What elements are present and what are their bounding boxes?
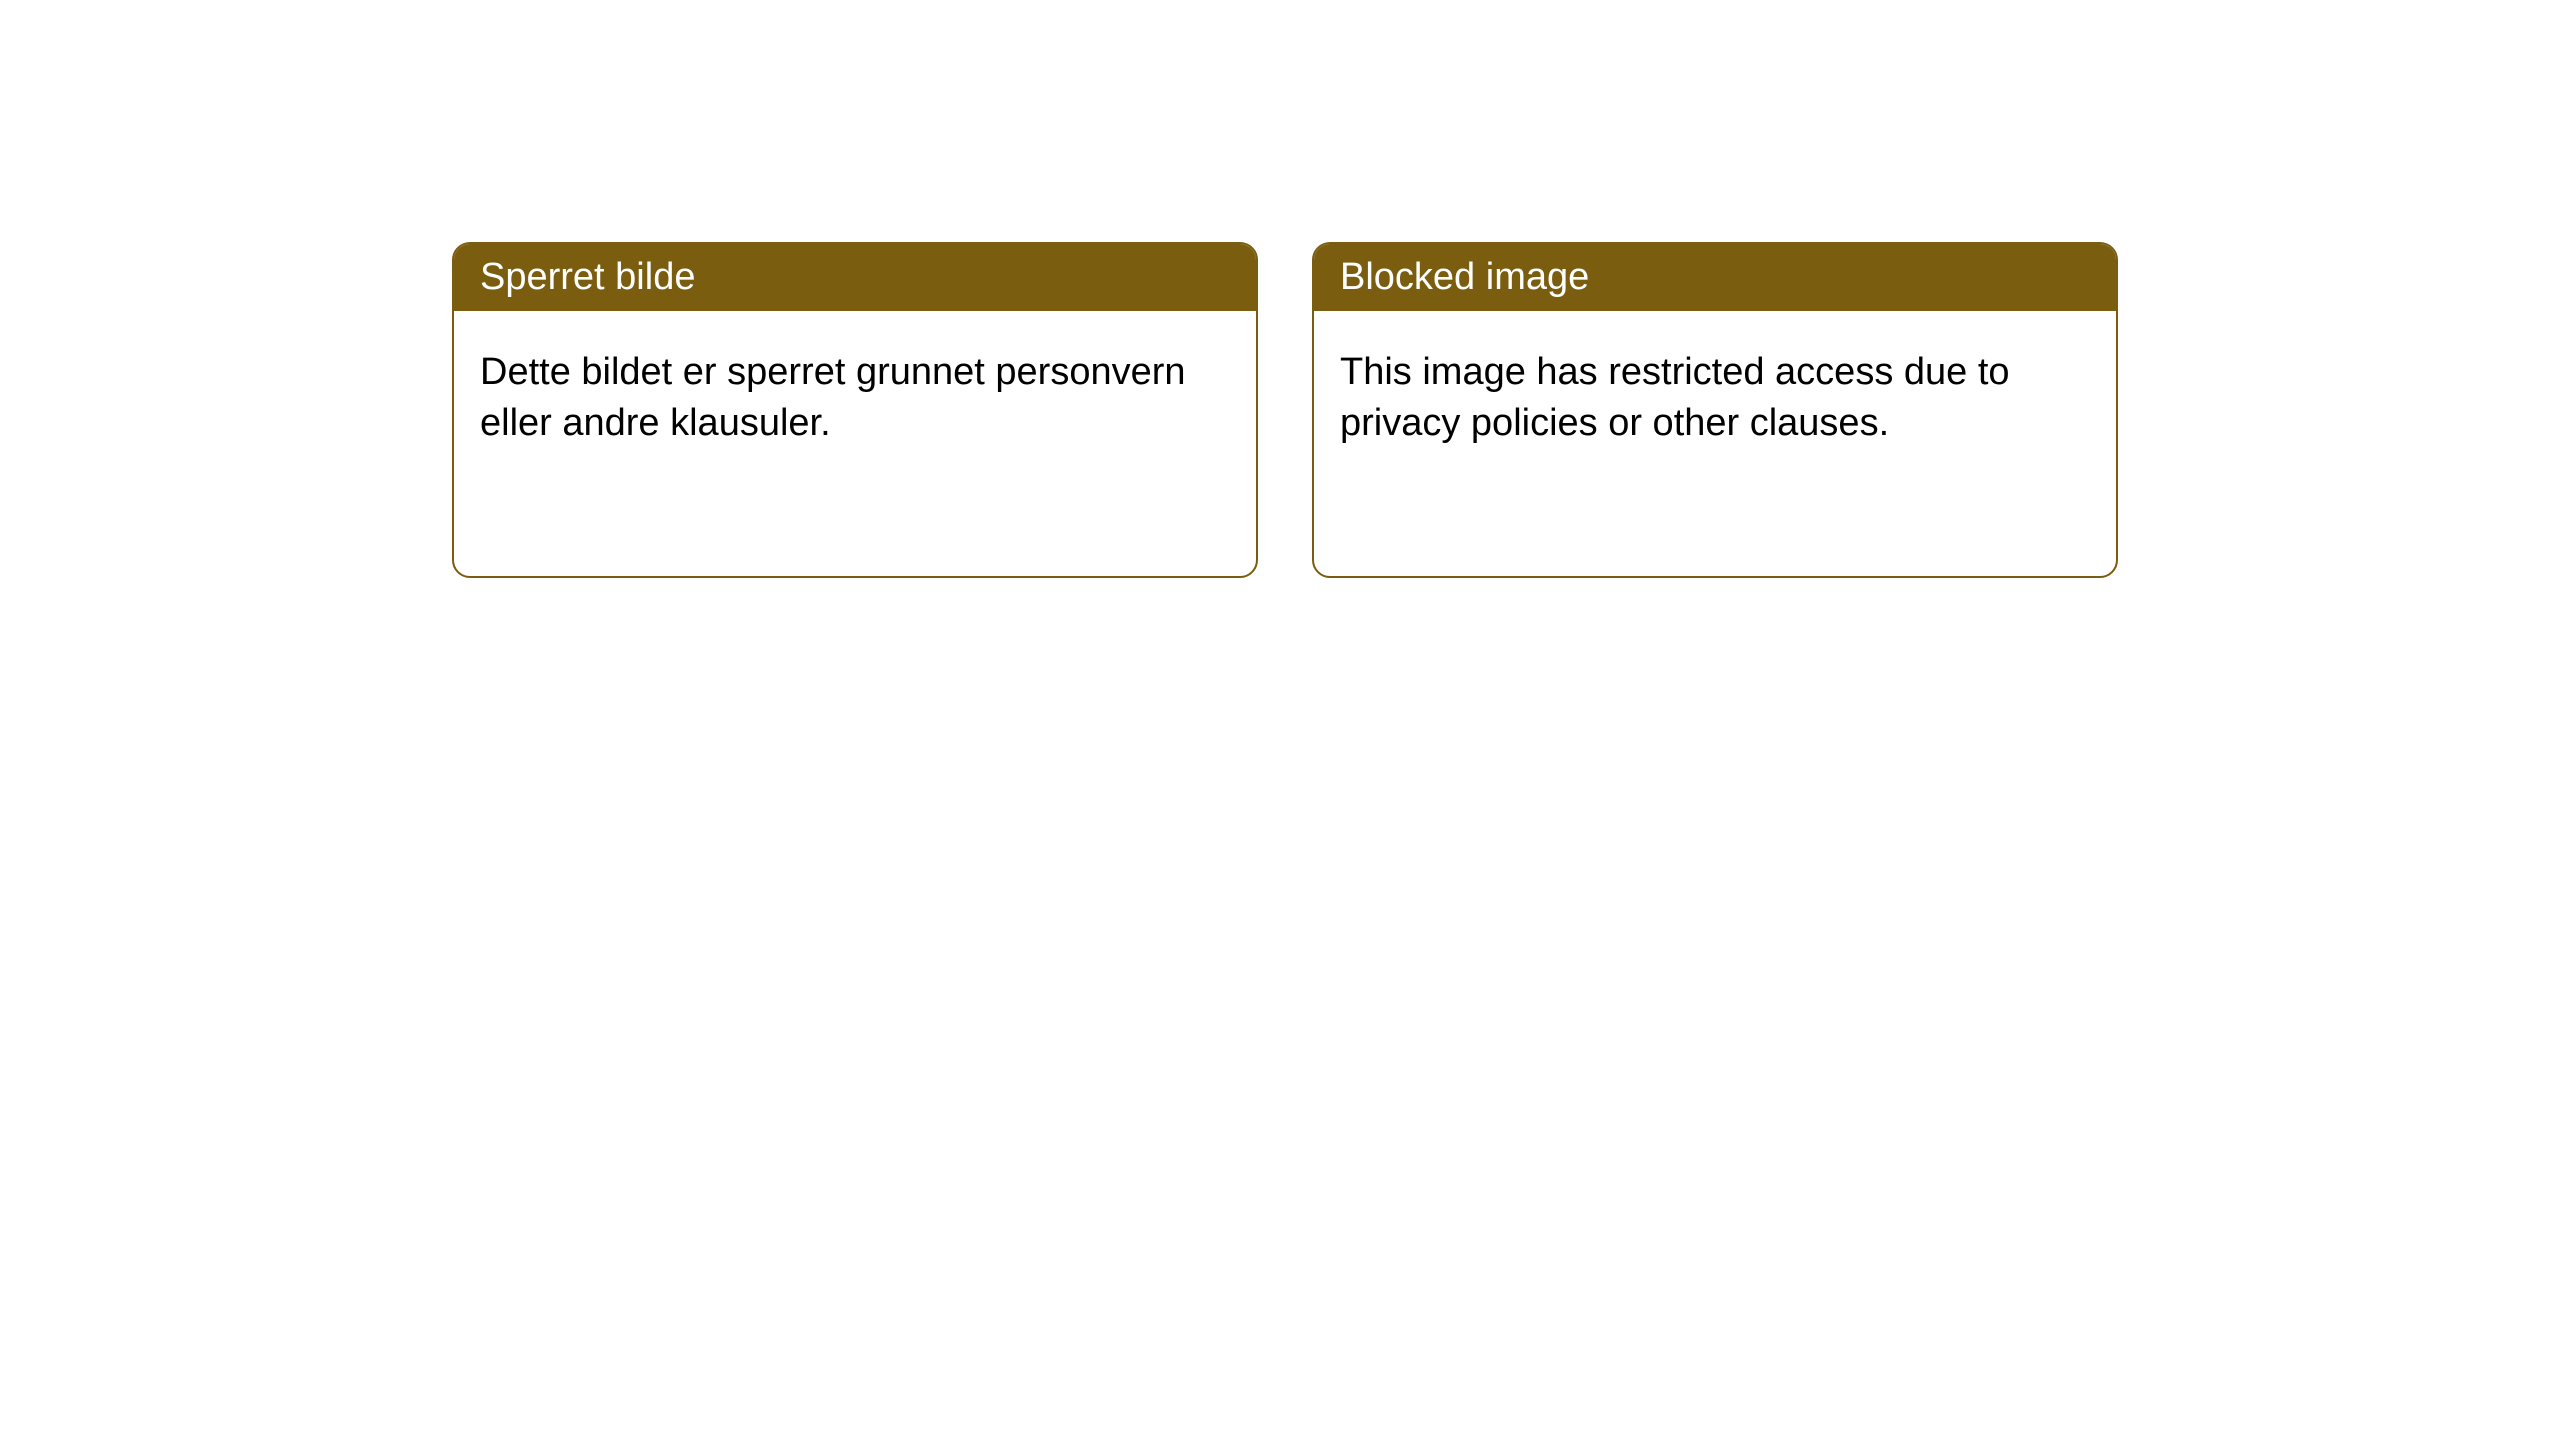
notice-container: Sperret bilde Dette bildet er sperret gr… <box>0 0 2560 578</box>
notice-title-norwegian: Sperret bilde <box>454 244 1256 311</box>
notice-title-english: Blocked image <box>1314 244 2116 311</box>
notice-card-norwegian: Sperret bilde Dette bildet er sperret gr… <box>452 242 1258 578</box>
notice-body-norwegian: Dette bildet er sperret grunnet personve… <box>454 311 1256 486</box>
notice-card-english: Blocked image This image has restricted … <box>1312 242 2118 578</box>
notice-body-english: This image has restricted access due to … <box>1314 311 2116 486</box>
